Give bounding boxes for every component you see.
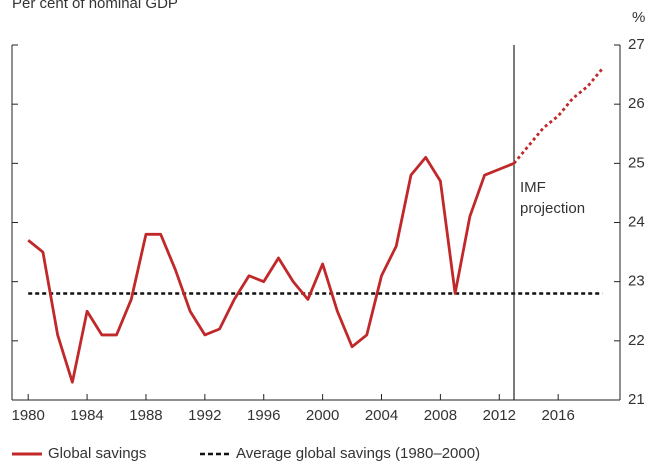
x-tick-label: 1988	[129, 407, 162, 424]
y-tick-label: 21	[628, 391, 645, 408]
annotation: IMF projection	[520, 179, 585, 217]
y-tick-label: 26	[628, 95, 645, 112]
legend-label: Average global savings (1980–2000)	[236, 445, 480, 462]
legend-label: Global savings	[48, 445, 146, 462]
x-tick-label: 2016	[541, 407, 574, 424]
x-tick-label: 1996	[247, 407, 280, 424]
x-tick-label: 2000	[306, 407, 339, 424]
y-unit: %	[632, 9, 645, 26]
x-tick-label: 1980	[12, 407, 45, 424]
chart-subtitle: Per cent of nominal GDP	[12, 0, 178, 12]
series-line	[27, 156, 515, 384]
y-tick-label: 23	[628, 273, 645, 290]
x-tick-label: 1992	[188, 407, 221, 424]
y-tick-label: 22	[628, 332, 645, 349]
projection-line	[512, 67, 604, 165]
x-tick-label: 2004	[365, 407, 398, 424]
y-tick-label: 25	[628, 154, 645, 171]
x-tick-label: 2008	[424, 407, 457, 424]
x-tick-label: 2012	[483, 407, 516, 424]
y-tick-label: 27	[628, 36, 645, 53]
x-tick-label: 1984	[70, 407, 103, 424]
y-tick-label: 24	[628, 213, 645, 230]
